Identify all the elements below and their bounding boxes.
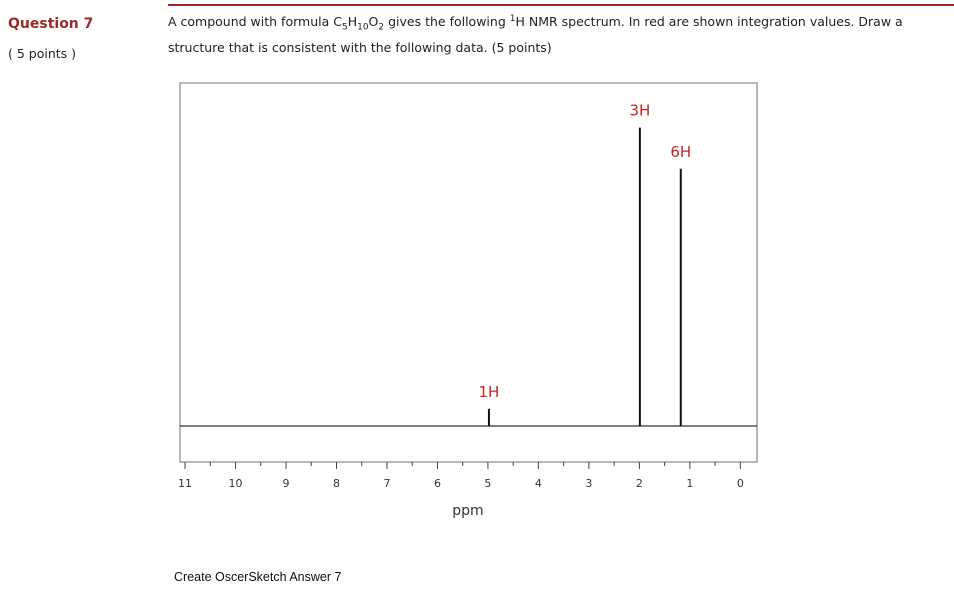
text: gives the following (384, 14, 510, 30)
x-tick-label: 0 (737, 477, 744, 490)
answer-link[interactable]: Create OscerSketch Answer 7 (174, 570, 342, 584)
question-points: ( 5 points ) (8, 46, 77, 61)
header-rule (168, 4, 954, 6)
integration-label: 1H (479, 383, 500, 401)
integration-label: 6H (670, 143, 691, 161)
x-tick-label: 5 (484, 477, 491, 490)
subscript: 2 (378, 22, 385, 33)
x-tick-label: 11 (178, 477, 192, 490)
integration-label: 3H (629, 102, 650, 120)
superscript: 1 (509, 14, 516, 24)
x-tick-label: 3 (585, 477, 592, 490)
question-label: Question 7 (8, 16, 94, 32)
x-tick-label: 8 (333, 477, 340, 490)
subscript: 5 (341, 22, 348, 33)
subscript: 10 (357, 22, 369, 33)
text: H NMR spectrum. In red are shown integra… (168, 14, 903, 55)
x-tick-label: 1 (686, 477, 693, 490)
x-tick-label: 10 (229, 477, 243, 490)
question-text: A compound with formula C5H10O2 gives th… (168, 10, 948, 57)
x-tick-label: 9 (283, 477, 290, 490)
text: A compound with formula C (168, 14, 342, 30)
text: O (368, 14, 379, 30)
x-tick-label: 7 (383, 477, 390, 490)
plot-frame (179, 82, 758, 463)
x-tick-label: 6 (434, 477, 441, 490)
text: H (347, 14, 358, 30)
x-axis-label: ppm (452, 503, 483, 519)
x-tick-label: 4 (535, 477, 542, 490)
x-tick-label: 2 (636, 477, 643, 490)
